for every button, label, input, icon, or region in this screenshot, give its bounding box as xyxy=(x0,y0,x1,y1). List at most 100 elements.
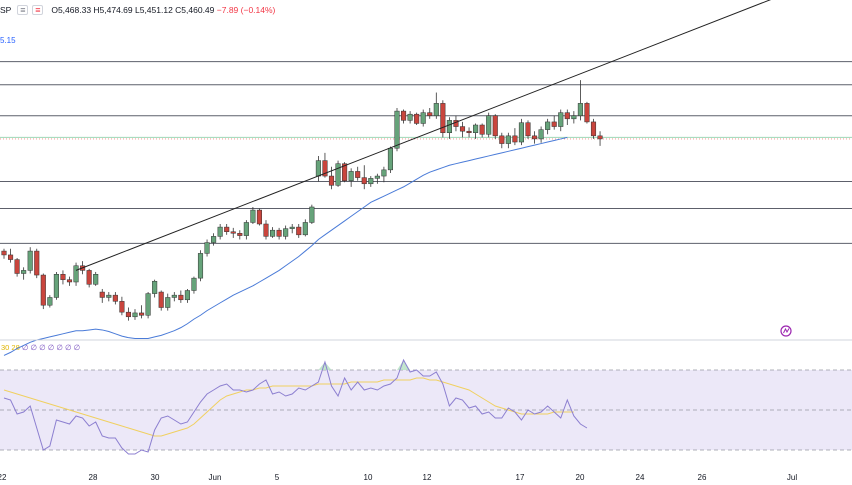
candle-body xyxy=(479,124,485,135)
candle-body xyxy=(230,231,236,234)
candle-body xyxy=(512,135,518,143)
x-tick-label: 24 xyxy=(635,473,645,482)
remove-icon[interactable]: ≡ xyxy=(32,5,44,15)
rsi-ma-line xyxy=(3,377,574,437)
candle-body xyxy=(191,277,197,291)
candle-body xyxy=(590,121,597,137)
candle-body xyxy=(132,312,138,318)
ohlc-change: −7.89 (−0.14%) xyxy=(216,5,276,15)
moving-average-line xyxy=(3,136,568,356)
x-tick-label: 17 xyxy=(515,473,525,482)
candle-body xyxy=(184,290,190,301)
candle-body xyxy=(322,160,328,177)
candle-body xyxy=(499,135,505,144)
x-tick-label: 28 xyxy=(88,473,98,482)
candle-body xyxy=(473,124,479,133)
candle-body xyxy=(125,311,132,318)
candle-body xyxy=(283,228,289,237)
candle-body xyxy=(440,103,446,133)
candle-body xyxy=(374,175,380,179)
candle-body xyxy=(165,297,171,308)
candle-body xyxy=(178,294,184,301)
candle-body xyxy=(60,274,66,280)
candle-body xyxy=(492,115,498,137)
candle-body xyxy=(387,147,393,171)
x-tick-label: 12 xyxy=(422,473,432,482)
candle-body xyxy=(217,226,223,237)
candle-body xyxy=(302,222,308,236)
candle-body xyxy=(315,160,321,177)
candle-body xyxy=(368,178,374,185)
candle-body xyxy=(158,291,164,308)
candle-body xyxy=(394,110,400,149)
candle-body xyxy=(459,126,466,132)
candle-body xyxy=(348,171,354,181)
rsi-name: 30 28 xyxy=(1,343,20,352)
x-tick-label: Jun xyxy=(208,473,222,482)
candle-body xyxy=(211,236,217,243)
candle-body xyxy=(93,274,99,285)
candle-body xyxy=(263,223,269,237)
candle-body xyxy=(328,175,335,186)
candle-body xyxy=(558,112,564,127)
candle-body xyxy=(14,259,20,274)
candle-body xyxy=(250,209,256,223)
x-tick-label: 5 xyxy=(274,473,280,482)
candle-body xyxy=(21,270,27,274)
candle-body xyxy=(119,301,125,313)
candle-body xyxy=(446,120,452,133)
candle-body xyxy=(86,270,92,285)
candle-body xyxy=(401,110,407,121)
candle-body xyxy=(243,222,249,236)
candle-body xyxy=(256,209,262,225)
candle-body xyxy=(112,294,118,302)
candle-body xyxy=(66,279,73,283)
candle-body xyxy=(139,312,145,316)
x-tick-label: 20 xyxy=(575,473,585,482)
candle-body xyxy=(47,297,53,306)
candle-body xyxy=(420,112,426,124)
candle-body xyxy=(145,293,151,316)
candle-body xyxy=(204,242,210,254)
candle-body xyxy=(545,121,551,130)
candle-body xyxy=(171,294,177,298)
candle-body xyxy=(551,121,557,127)
candle-body xyxy=(40,274,46,306)
x-tick-label: 10 xyxy=(363,473,373,482)
candle-body xyxy=(577,103,583,116)
trend-line xyxy=(75,0,772,271)
x-tick-label: 30 xyxy=(150,473,160,482)
candle-body xyxy=(34,250,40,276)
candle-body xyxy=(571,115,577,120)
candle-body xyxy=(270,229,276,237)
candle-body xyxy=(414,113,420,124)
settings-icon[interactable]: ≡ xyxy=(17,5,29,15)
candle-body xyxy=(276,229,282,237)
candle-body xyxy=(197,253,204,279)
x-tick-label: Jul xyxy=(786,473,798,482)
x-tick-label: 22 xyxy=(0,473,7,482)
candle-body xyxy=(1,250,7,256)
candle-body xyxy=(505,135,511,144)
ma-value-label: 5.15 xyxy=(0,36,16,45)
candle-body xyxy=(289,226,295,229)
chart-header: SP ≡ ≡ O5,468.33 H5,474.69 L5,451.12 C5,… xyxy=(0,3,275,17)
symbol-label[interactable]: SP xyxy=(0,5,12,15)
candle-body xyxy=(597,135,603,140)
candle-body xyxy=(237,233,243,236)
rsi-overbought-fill xyxy=(397,360,404,370)
candle-body xyxy=(335,163,341,186)
candle-body xyxy=(99,291,105,298)
candle-body xyxy=(538,129,544,140)
candle-body xyxy=(53,274,59,298)
ohlc-values: O5,468.33 H5,474.69 L5,451.12 C5,460.49 … xyxy=(51,5,275,15)
candle-body xyxy=(355,171,361,178)
rsi-line xyxy=(3,358,588,455)
tradingview-logo-mark xyxy=(783,327,790,334)
candle-body xyxy=(427,112,433,116)
x-tick-label: 26 xyxy=(697,473,707,482)
ohlc-prefix: O5,468.33 H5,474.69 L5,451.12 C5,460.49 xyxy=(51,5,215,15)
candle-body xyxy=(309,206,315,223)
rsi-overbought-fill xyxy=(403,360,411,370)
